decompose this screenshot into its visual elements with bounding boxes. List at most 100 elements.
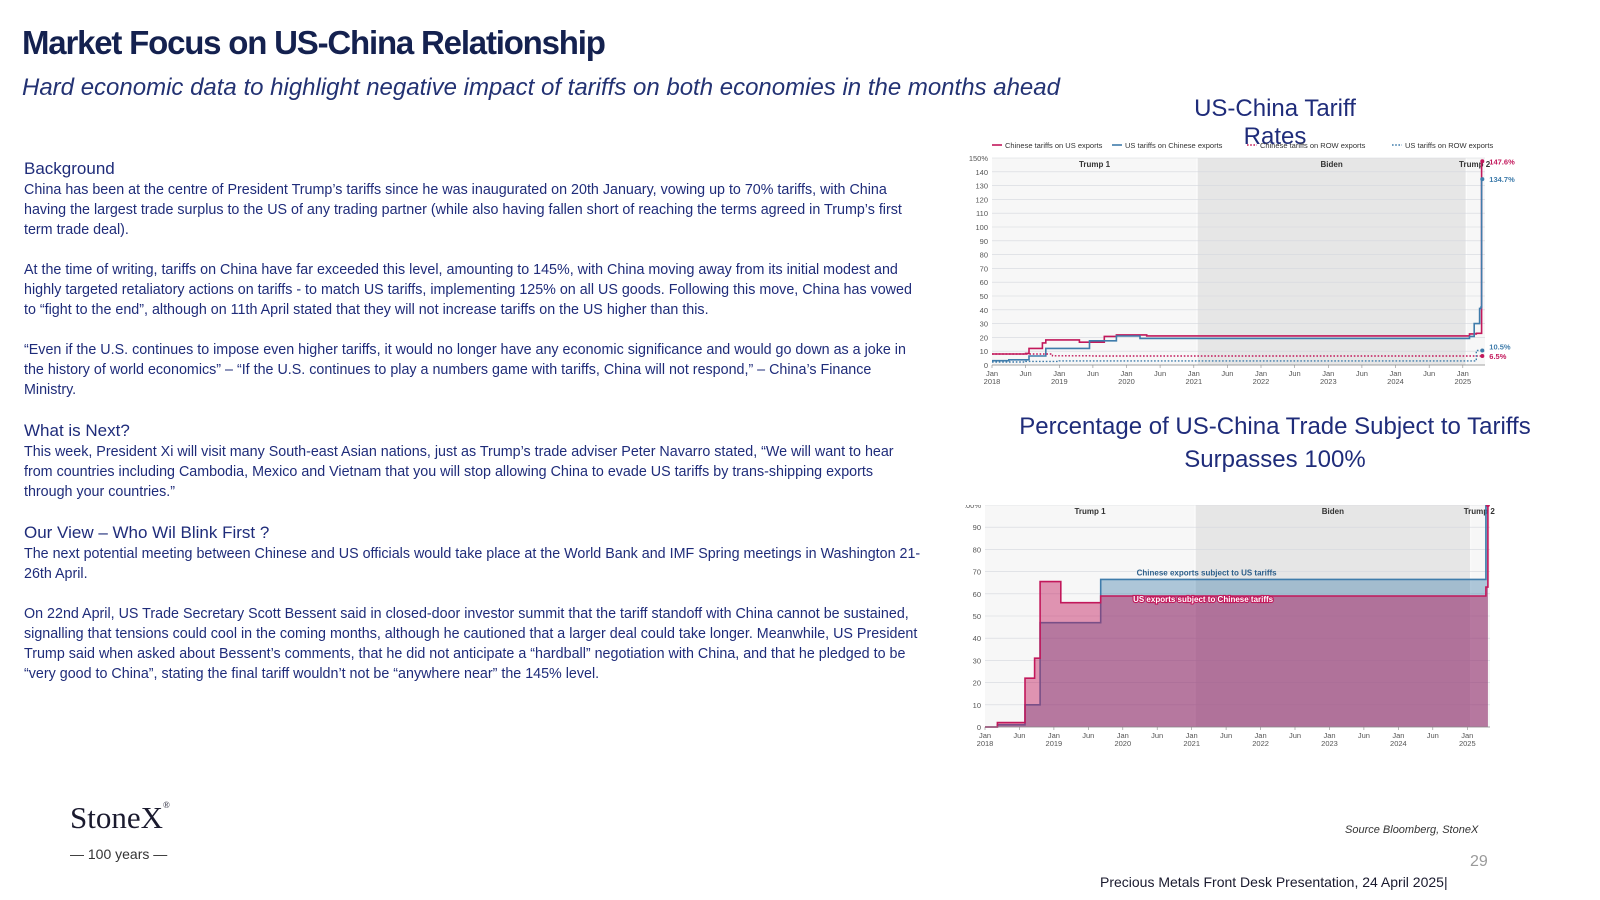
series-line-4 — [992, 349, 1483, 363]
our-view-paragraph-1: The next potential meeting between Chine… — [24, 546, 921, 582]
y-tick-label: 50 — [980, 292, 988, 301]
y-tick-label: 80 — [973, 545, 981, 554]
x-tick-label-line: Jan — [1392, 731, 1404, 740]
x-tick-label-line: Jan — [1188, 369, 1200, 378]
x-tick-label: Jun — [1427, 731, 1439, 740]
what-next-heading: What is Next? — [24, 421, 130, 440]
series-line-2 — [985, 505, 1489, 728]
x-tick-label: Jan 2018 — [977, 731, 994, 748]
commentary-text: Background China has been at the centre … — [24, 158, 924, 684]
x-tick-label-line: 2022 — [1252, 739, 1269, 748]
end-value-label: 134.7% — [1489, 175, 1515, 184]
end-marker — [1480, 159, 1485, 164]
period-label: Biden — [1322, 507, 1344, 516]
series-label-2: US exports subject to Chinese tariffs — [1133, 595, 1274, 604]
x-tick-label-line: Jun — [1151, 731, 1163, 740]
y-tick-label: 40 — [980, 306, 988, 315]
x-tick-label: Jan 2024 — [1387, 369, 1404, 386]
x-tick-label: Jan 2023 — [1320, 369, 1337, 386]
x-tick-label: Jan 2019 — [1046, 731, 1063, 748]
x-tick-label-line: Jan — [986, 369, 998, 378]
x-tick-label-line: Jun — [1358, 731, 1370, 740]
footer-text: Precious Metals Front Desk Presentation,… — [1100, 874, 1448, 890]
x-tick-label-line: 2018 — [984, 377, 1001, 386]
legend-item: Chinese tariffs on ROW exports — [1247, 141, 1366, 150]
x-tick-label-line: Jun — [1020, 369, 1032, 378]
x-tick-label-line: Jun — [1423, 369, 1435, 378]
source-note: Source Bloomberg, StoneX — [1345, 824, 1479, 836]
x-tick-label: Jun — [1221, 369, 1233, 378]
x-tick-label: Jan 2020 — [1114, 731, 1131, 748]
end-value-label: 6.5% — [1489, 352, 1506, 361]
x-tick-label: Jun — [1220, 731, 1232, 740]
y-tick-label: 90 — [973, 523, 981, 532]
x-tick-label-line: 2023 — [1321, 739, 1338, 748]
x-tick-label: Jan 2021 — [1183, 731, 1200, 748]
series-line-2 — [992, 178, 1483, 362]
x-tick-label-line: Jan — [1186, 731, 1198, 740]
x-tick-label: Jan 2019 — [1051, 369, 1068, 386]
x-tick-label-line: Jun — [1427, 731, 1439, 740]
y-tick-label: 20 — [980, 333, 988, 342]
x-tick-label: Jun — [1151, 731, 1163, 740]
period-label: Biden — [1321, 160, 1343, 169]
our-view-paragraph-2: On 22nd April, US Trade Secretary Scott … — [24, 606, 918, 682]
legend-item: US tariffs on Chinese exports — [1112, 141, 1223, 150]
tariff-rates-chart: Trump 1 Biden Trump 2 0 10 20 30 40 50 60 70 80 90 10… — [969, 141, 1515, 386]
x-tick-label-line: Jan — [1255, 369, 1267, 378]
y-tick-label: 100% — [965, 505, 981, 510]
x-tick-label: Jan 2025 — [1454, 369, 1471, 386]
x-tick-label-line: Jun — [1221, 369, 1233, 378]
x-tick-label-line: Jun — [1220, 731, 1232, 740]
logo-name: StoneX — [70, 800, 163, 835]
legend-label: Chinese tariffs on US exports — [1005, 141, 1103, 150]
x-tick-label-line: Jan — [1322, 369, 1334, 378]
y-tick-label: 110 — [976, 209, 988, 218]
x-tick-label-line: Jun — [1082, 731, 1094, 740]
x-tick-label-line: Jan — [979, 731, 991, 740]
x-tick-label-line: Jan — [1053, 369, 1065, 378]
y-tick-label: 130 — [975, 182, 988, 191]
x-tick-label-line: Jun — [1289, 369, 1301, 378]
x-tick-label: Jan 2025 — [1459, 731, 1476, 748]
y-tick-label: 0 — [977, 723, 981, 732]
stonex-logo: StoneX® — [70, 800, 170, 836]
y-tick-label: 120 — [975, 195, 988, 204]
background-paragraph-3: “Even if the U.S. continues to impose ev… — [24, 342, 906, 398]
x-tick-label: Jun — [1356, 369, 1368, 378]
y-tick-label: 90 — [980, 237, 988, 246]
x-tick-label-line: 2023 — [1320, 377, 1337, 386]
x-tick-label-line: Jun — [1356, 369, 1368, 378]
x-tick-label-line: 2021 — [1185, 377, 1202, 386]
x-tick-label: Jun — [1082, 731, 1094, 740]
x-tick-label-line: Jan — [1120, 369, 1132, 378]
x-tick-label: Jun — [1289, 731, 1301, 740]
end-marker — [1480, 177, 1485, 182]
legend-item: Chinese tariffs on US exports — [992, 141, 1103, 150]
period-shade — [1197, 158, 1467, 365]
x-tick-label: Jun — [1087, 369, 1099, 378]
y-tick-label: 60 — [973, 590, 981, 599]
series-line-1 — [992, 160, 1483, 355]
legend-label: US tariffs on ROW exports — [1405, 141, 1493, 150]
end-marker — [1480, 354, 1485, 358]
x-tick-label-line: Jun — [1289, 731, 1301, 740]
y-tick-label: 20 — [973, 679, 981, 688]
x-tick-label-line: 2024 — [1390, 739, 1407, 748]
logo-mark: ® — [163, 800, 170, 810]
chart2-title: Percentage of US-China Trade Subject to … — [1019, 413, 1531, 473]
period-label: Trump 2 — [1459, 160, 1491, 169]
x-tick-label-line: Jan — [1457, 369, 1469, 378]
series-area-1 — [985, 505, 1488, 727]
x-tick-label-line: Jan — [1048, 731, 1060, 740]
x-tick-label-line: Jan — [1255, 731, 1267, 740]
trade-subject-to-tariffs-chart: Trump 1 Biden Trump 2 0 10 20 30 40 50 60 70 80 90 10… — [965, 505, 1495, 748]
x-tick-label: Jun — [1013, 731, 1025, 740]
x-tick-label-line: Jun — [1087, 369, 1099, 378]
y-tick-label: 10 — [973, 701, 981, 710]
x-tick-label-line: 2022 — [1253, 377, 1270, 386]
x-tick-label-line: 2019 — [1046, 739, 1063, 748]
x-tick-label-line: Jun — [1013, 731, 1025, 740]
end-marker — [1485, 505, 1490, 507]
x-tick-label-line: 2020 — [1118, 377, 1135, 386]
